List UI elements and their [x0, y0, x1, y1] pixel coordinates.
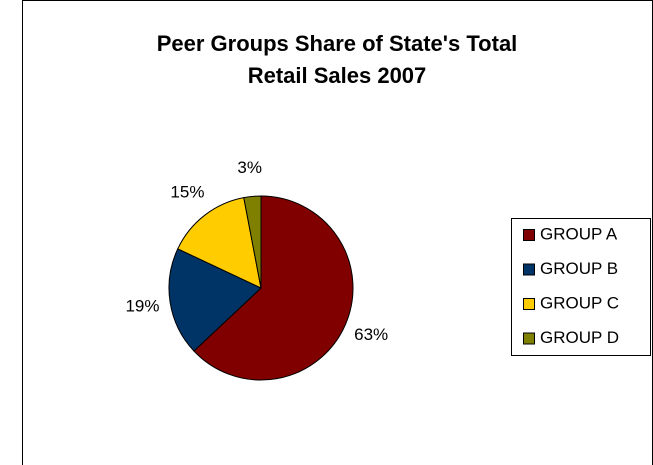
legend-label: GROUP A [540, 224, 618, 243]
legend-label: GROUP D [540, 328, 619, 347]
chart-title: Retail Sales 2007 [248, 63, 427, 88]
data-label: 3% [237, 158, 262, 177]
pie-slice [168, 248, 262, 352]
data-label: 19% [125, 296, 159, 315]
legend-swatch [523, 229, 535, 241]
legend-swatch [523, 332, 535, 345]
pie-slice [243, 195, 262, 289]
legend-swatch [523, 263, 535, 276]
pie-slice [193, 195, 354, 381]
data-label: 15% [170, 183, 204, 202]
pie-slice [177, 197, 262, 289]
legend-swatch [523, 298, 535, 310]
legend-label: GROUP B [540, 259, 618, 278]
legend-label: GROUP C [540, 293, 619, 312]
data-label: 63% [354, 325, 388, 344]
chart-title: Peer Groups Share of State's Total [157, 31, 518, 56]
